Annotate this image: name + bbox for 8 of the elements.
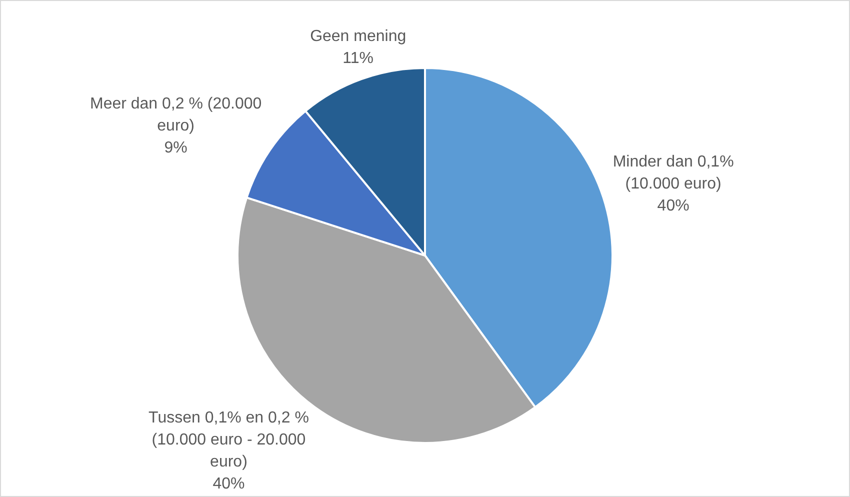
- slice-label: Geen mening: [310, 28, 406, 46]
- slice-label: Minder dan 0,1% (10.000 euro): [612, 154, 734, 193]
- data-label: 40%: [657, 198, 690, 215]
- slice-label: Meer dan 0,2 % (20.000 euro): [90, 95, 262, 134]
- data-label: 9%: [164, 139, 188, 156]
- data-label: 40%: [212, 475, 245, 492]
- data-label: 11%: [342, 50, 374, 68]
- slice-label: Tussen 0,1% en 0,2 % (10.000 euro - 20.000 euro): [148, 409, 309, 470]
